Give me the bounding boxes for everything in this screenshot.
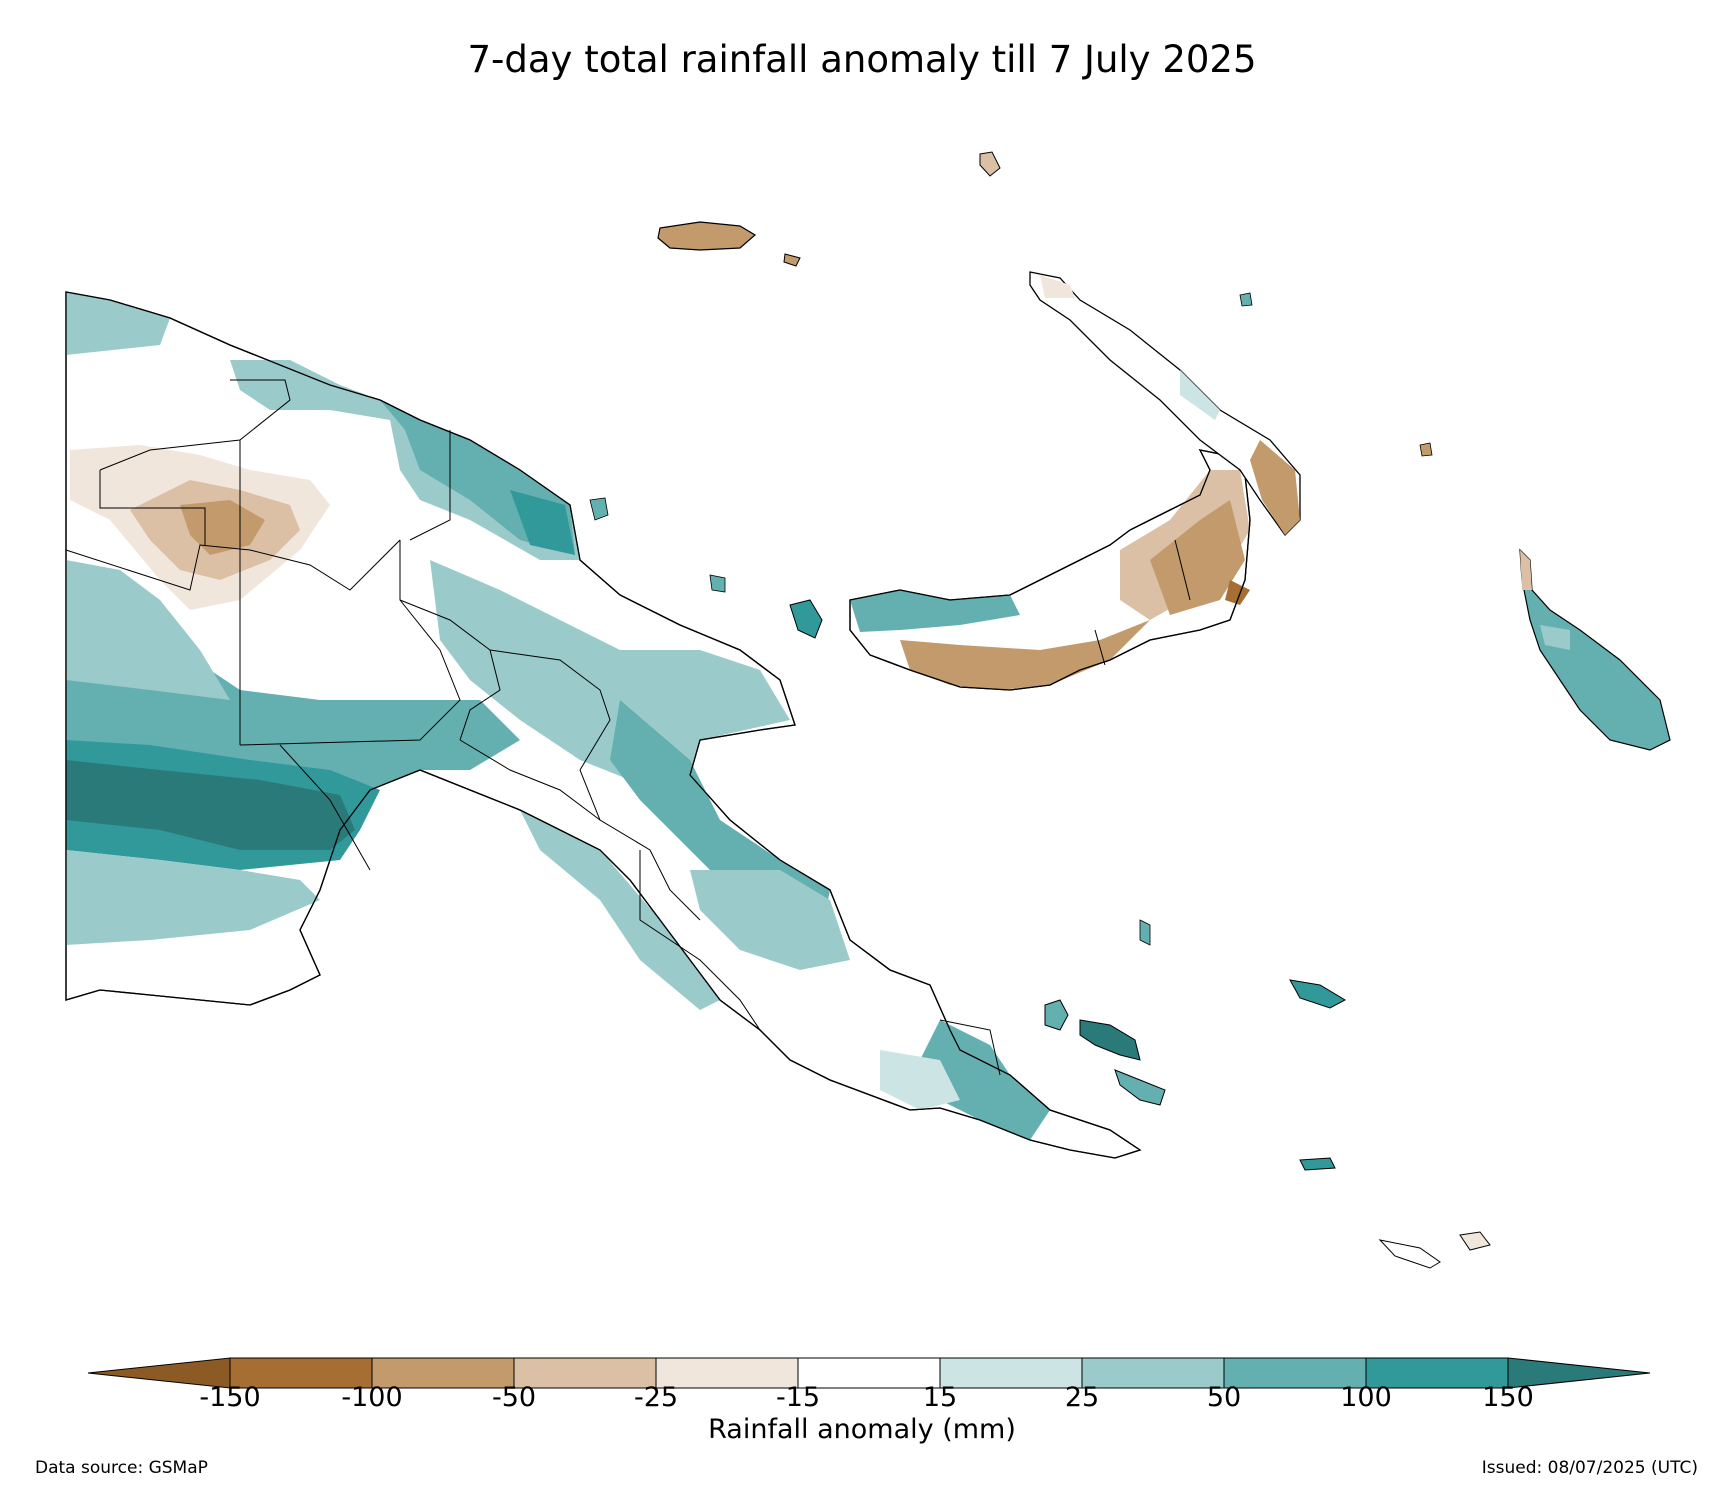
shade-fly-core (66, 760, 355, 850)
colorbar-bin-2 (371, 1357, 515, 1389)
new-ireland (1029, 271, 1301, 537)
shade-madang (510, 490, 575, 555)
colorbar-tick: 15 (922, 1382, 958, 1413)
colorbar-tick: -50 (491, 1382, 537, 1413)
shade-ni-north (1040, 275, 1075, 298)
colorbar-tick: -100 (341, 1382, 403, 1413)
map-title: 7-day total rainfall anomaly till 7 July… (467, 38, 1257, 81)
shade-nb-west (850, 590, 1020, 632)
colorbar-bin-3 (513, 1357, 657, 1389)
shade-oro (690, 870, 850, 970)
colorbar-bin-9 (1365, 1357, 1509, 1389)
colorbar-tick: 50 (1206, 1382, 1242, 1413)
colorbar-bin-4 (655, 1357, 799, 1389)
shade-central-light (520, 810, 720, 1010)
colorbar-tick: 150 (1482, 1382, 1534, 1413)
shade-milne-bay (920, 1020, 1050, 1140)
colorbar (87, 1357, 1651, 1389)
shade-highlands-core (180, 500, 265, 555)
shade-nb-east (1150, 500, 1245, 615)
eastern-islands (589, 292, 1491, 1269)
shade-nb-core (1225, 580, 1250, 605)
shade-milne-light (880, 1050, 960, 1110)
shade-ni-mid (1180, 370, 1220, 420)
colorbar-bin-5 (797, 1357, 941, 1389)
shade-western-south (66, 850, 320, 945)
province-boundaries (65, 379, 1001, 1076)
issued-date-note: Issued: 08/07/2025 (UTC) (1481, 1458, 1698, 1478)
shade-nb-south (900, 620, 1150, 690)
colorbar-tick: 100 (1340, 1382, 1392, 1413)
new-britain (849, 449, 1251, 691)
colorbar-tick: -15 (775, 1382, 821, 1413)
colorbar-title: Rainfall anomaly (mm) (708, 1414, 1016, 1445)
colorbar-bin-1 (229, 1357, 373, 1389)
colorbar-bin-6 (939, 1357, 1083, 1389)
manus-island (657, 151, 1001, 267)
shade-west-border (66, 560, 230, 700)
colorbar-tick: -150 (199, 1382, 261, 1413)
shade-north-light (66, 292, 170, 355)
shade-eastern-highlands (430, 560, 790, 780)
colorbar-extend-high (1507, 1357, 1651, 1389)
data-source-note: Data source: GSMaP (35, 1458, 208, 1478)
colorbar-tick: -25 (633, 1382, 679, 1413)
shade-ni-south (1250, 440, 1300, 535)
colorbar-tick: 25 (1064, 1382, 1100, 1413)
bougainville (1519, 548, 1671, 751)
colorbar-bin-7 (1081, 1357, 1225, 1389)
mainland (65, 291, 1142, 1159)
